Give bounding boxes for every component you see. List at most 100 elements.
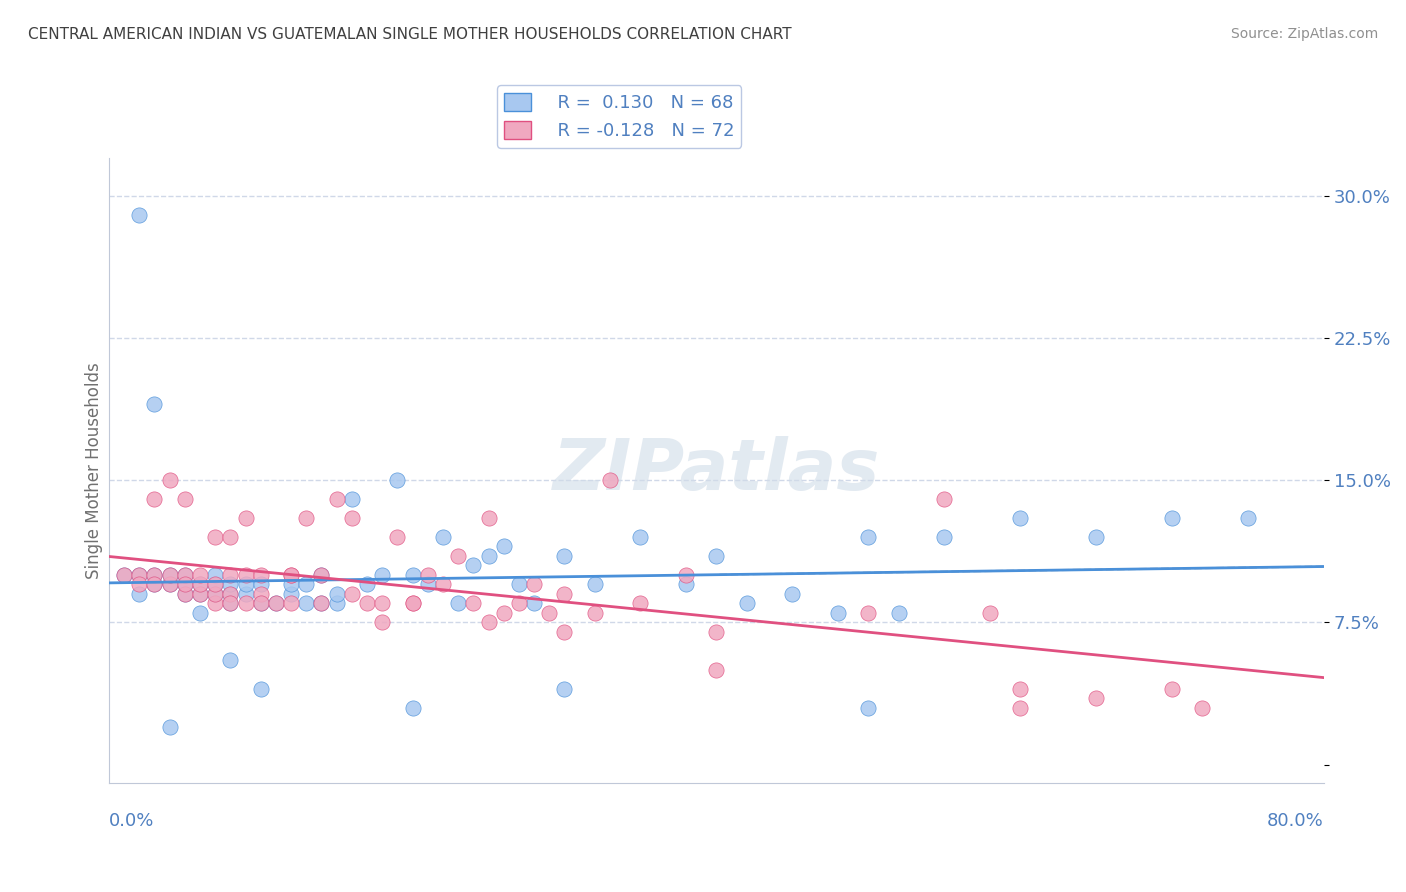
Point xyxy=(143,568,166,582)
Point xyxy=(492,606,515,620)
Point xyxy=(538,606,561,620)
Y-axis label: Single Mother Households: Single Mother Households xyxy=(86,362,103,579)
Point xyxy=(416,577,439,591)
Point xyxy=(128,568,150,582)
Point xyxy=(630,530,652,544)
Point xyxy=(188,587,211,601)
Point xyxy=(1161,511,1184,525)
Point xyxy=(356,577,378,591)
Point xyxy=(128,587,150,601)
Point xyxy=(477,615,499,630)
Point xyxy=(523,577,546,591)
Point xyxy=(887,606,910,620)
Point xyxy=(173,577,195,591)
Point xyxy=(508,577,530,591)
Point xyxy=(675,577,697,591)
Point xyxy=(1010,700,1032,714)
Point xyxy=(1010,681,1032,696)
Point xyxy=(143,491,166,506)
Point xyxy=(173,568,195,582)
Point xyxy=(583,577,606,591)
Point xyxy=(143,568,166,582)
Text: ZIPatlas: ZIPatlas xyxy=(553,436,880,505)
Point xyxy=(219,587,242,601)
Point xyxy=(553,549,575,563)
Point xyxy=(523,596,546,610)
Point xyxy=(858,530,880,544)
Point xyxy=(432,530,454,544)
Point xyxy=(249,587,271,601)
Point xyxy=(553,681,575,696)
Point xyxy=(827,606,849,620)
Point xyxy=(235,568,257,582)
Point xyxy=(432,577,454,591)
Point xyxy=(979,606,1001,620)
Point xyxy=(235,587,257,601)
Point xyxy=(401,568,423,582)
Point xyxy=(934,491,956,506)
Point xyxy=(143,397,166,411)
Point xyxy=(204,587,226,601)
Point xyxy=(1085,530,1108,544)
Point xyxy=(112,568,135,582)
Point xyxy=(235,511,257,525)
Point xyxy=(204,577,226,591)
Point xyxy=(553,624,575,639)
Point xyxy=(128,568,150,582)
Point xyxy=(311,596,333,610)
Point xyxy=(235,577,257,591)
Point xyxy=(143,577,166,591)
Point xyxy=(782,587,804,601)
Point xyxy=(599,473,621,487)
Point xyxy=(492,540,515,554)
Point xyxy=(280,568,302,582)
Point xyxy=(477,511,499,525)
Point xyxy=(401,596,423,610)
Point xyxy=(219,596,242,610)
Point xyxy=(280,577,302,591)
Point xyxy=(219,577,242,591)
Point xyxy=(295,511,318,525)
Point xyxy=(204,587,226,601)
Point xyxy=(128,577,150,591)
Point xyxy=(858,606,880,620)
Text: Source: ZipAtlas.com: Source: ZipAtlas.com xyxy=(1230,27,1378,41)
Point xyxy=(340,587,363,601)
Point xyxy=(249,681,271,696)
Point xyxy=(249,596,271,610)
Point xyxy=(477,549,499,563)
Point xyxy=(280,587,302,601)
Point xyxy=(371,615,394,630)
Point xyxy=(128,208,150,222)
Point xyxy=(934,530,956,544)
Point xyxy=(143,577,166,591)
Point xyxy=(204,568,226,582)
Point xyxy=(630,596,652,610)
Point xyxy=(249,596,271,610)
Point xyxy=(173,491,195,506)
Point xyxy=(159,568,181,582)
Point xyxy=(1237,511,1260,525)
Point xyxy=(1161,681,1184,696)
Point xyxy=(325,587,347,601)
Point xyxy=(675,568,697,582)
Point xyxy=(463,596,485,610)
Point xyxy=(219,596,242,610)
Point xyxy=(295,596,318,610)
Point xyxy=(280,568,302,582)
Point xyxy=(219,530,242,544)
Point xyxy=(416,568,439,582)
Point xyxy=(706,663,728,677)
Point xyxy=(583,606,606,620)
Point xyxy=(1191,700,1213,714)
Point xyxy=(188,587,211,601)
Text: CENTRAL AMERICAN INDIAN VS GUATEMALAN SINGLE MOTHER HOUSEHOLDS CORRELATION CHART: CENTRAL AMERICAN INDIAN VS GUATEMALAN SI… xyxy=(28,27,792,42)
Point xyxy=(188,568,211,582)
Point xyxy=(325,596,347,610)
Point xyxy=(159,577,181,591)
Point xyxy=(706,624,728,639)
Point xyxy=(1010,511,1032,525)
Point xyxy=(264,596,287,610)
Point xyxy=(401,700,423,714)
Point xyxy=(112,568,135,582)
